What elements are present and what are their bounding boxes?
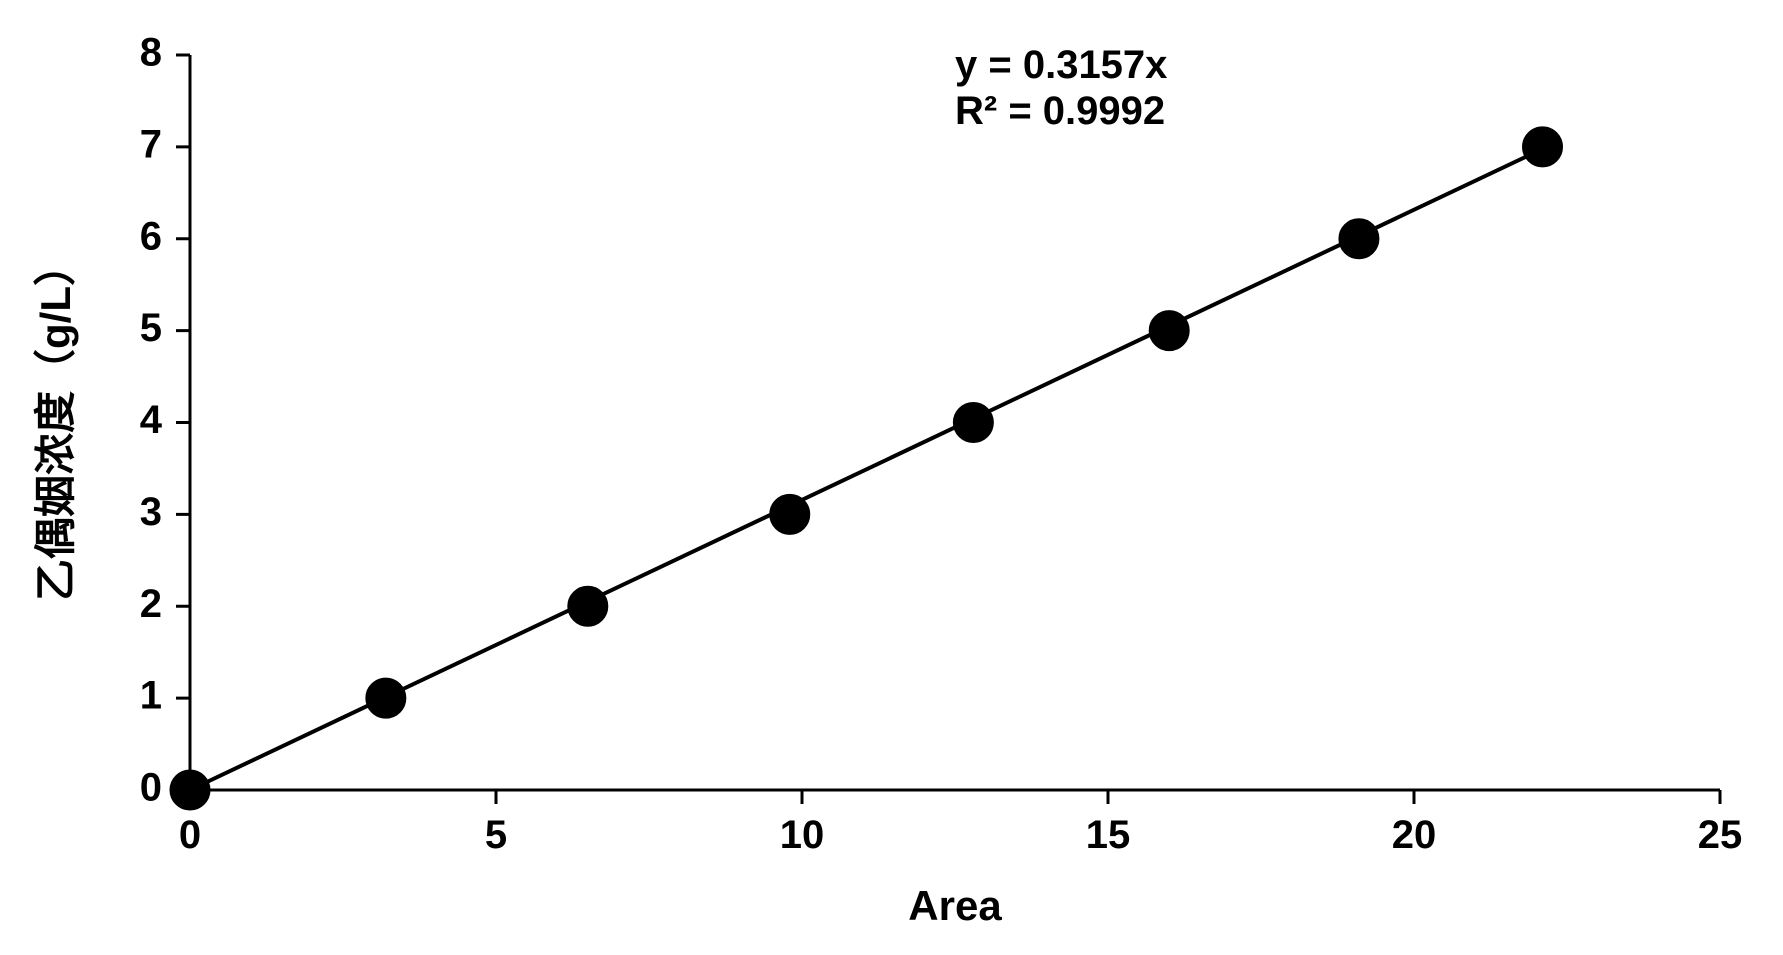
y-tick-label: 0: [140, 766, 162, 810]
x-tick-label: 0: [179, 813, 201, 857]
x-tick-label: 25: [1698, 813, 1743, 857]
y-tick-label: 7: [140, 122, 162, 166]
data-point: [1149, 311, 1189, 351]
y-tick-label: 2: [140, 582, 162, 626]
data-point: [1523, 127, 1563, 167]
r-squared-annotation: R² = 0.9992: [955, 89, 1165, 133]
data-point: [568, 586, 608, 626]
y-tick-label: 1: [140, 674, 162, 718]
chart-background: [0, 0, 1783, 955]
x-tick-label: 15: [1086, 813, 1131, 857]
data-point: [170, 770, 210, 810]
y-tick-label: 4: [140, 398, 163, 442]
calibration-chart: 0 1 2 3 4 5 6 7 8 0 5 10 15 20 25 Area 乙偶姻浓度（g/L） y = 0.3…: [0, 0, 1783, 955]
y-tick-label: 8: [140, 31, 162, 75]
data-point: [770, 494, 810, 534]
x-tick-label: 20: [1392, 813, 1437, 857]
y-tick-label: 3: [140, 490, 162, 534]
x-tick-label: 5: [485, 813, 507, 857]
y-tick-label: 6: [140, 214, 162, 258]
data-point: [953, 403, 993, 443]
y-axis-label: 乙偶姻浓度（g/L）: [32, 244, 79, 601]
equation-annotation: y = 0.3157x: [955, 43, 1167, 87]
data-point: [1339, 219, 1379, 259]
data-point: [366, 678, 406, 718]
chart-svg: 0 1 2 3 4 5 6 7 8 0 5 10 15 20 25 Area 乙偶姻浓度（g/L） y = 0.3…: [0, 0, 1783, 955]
y-tick-label: 5: [140, 306, 162, 350]
x-axis-label: Area: [908, 882, 1002, 929]
x-tick-label: 10: [780, 813, 825, 857]
